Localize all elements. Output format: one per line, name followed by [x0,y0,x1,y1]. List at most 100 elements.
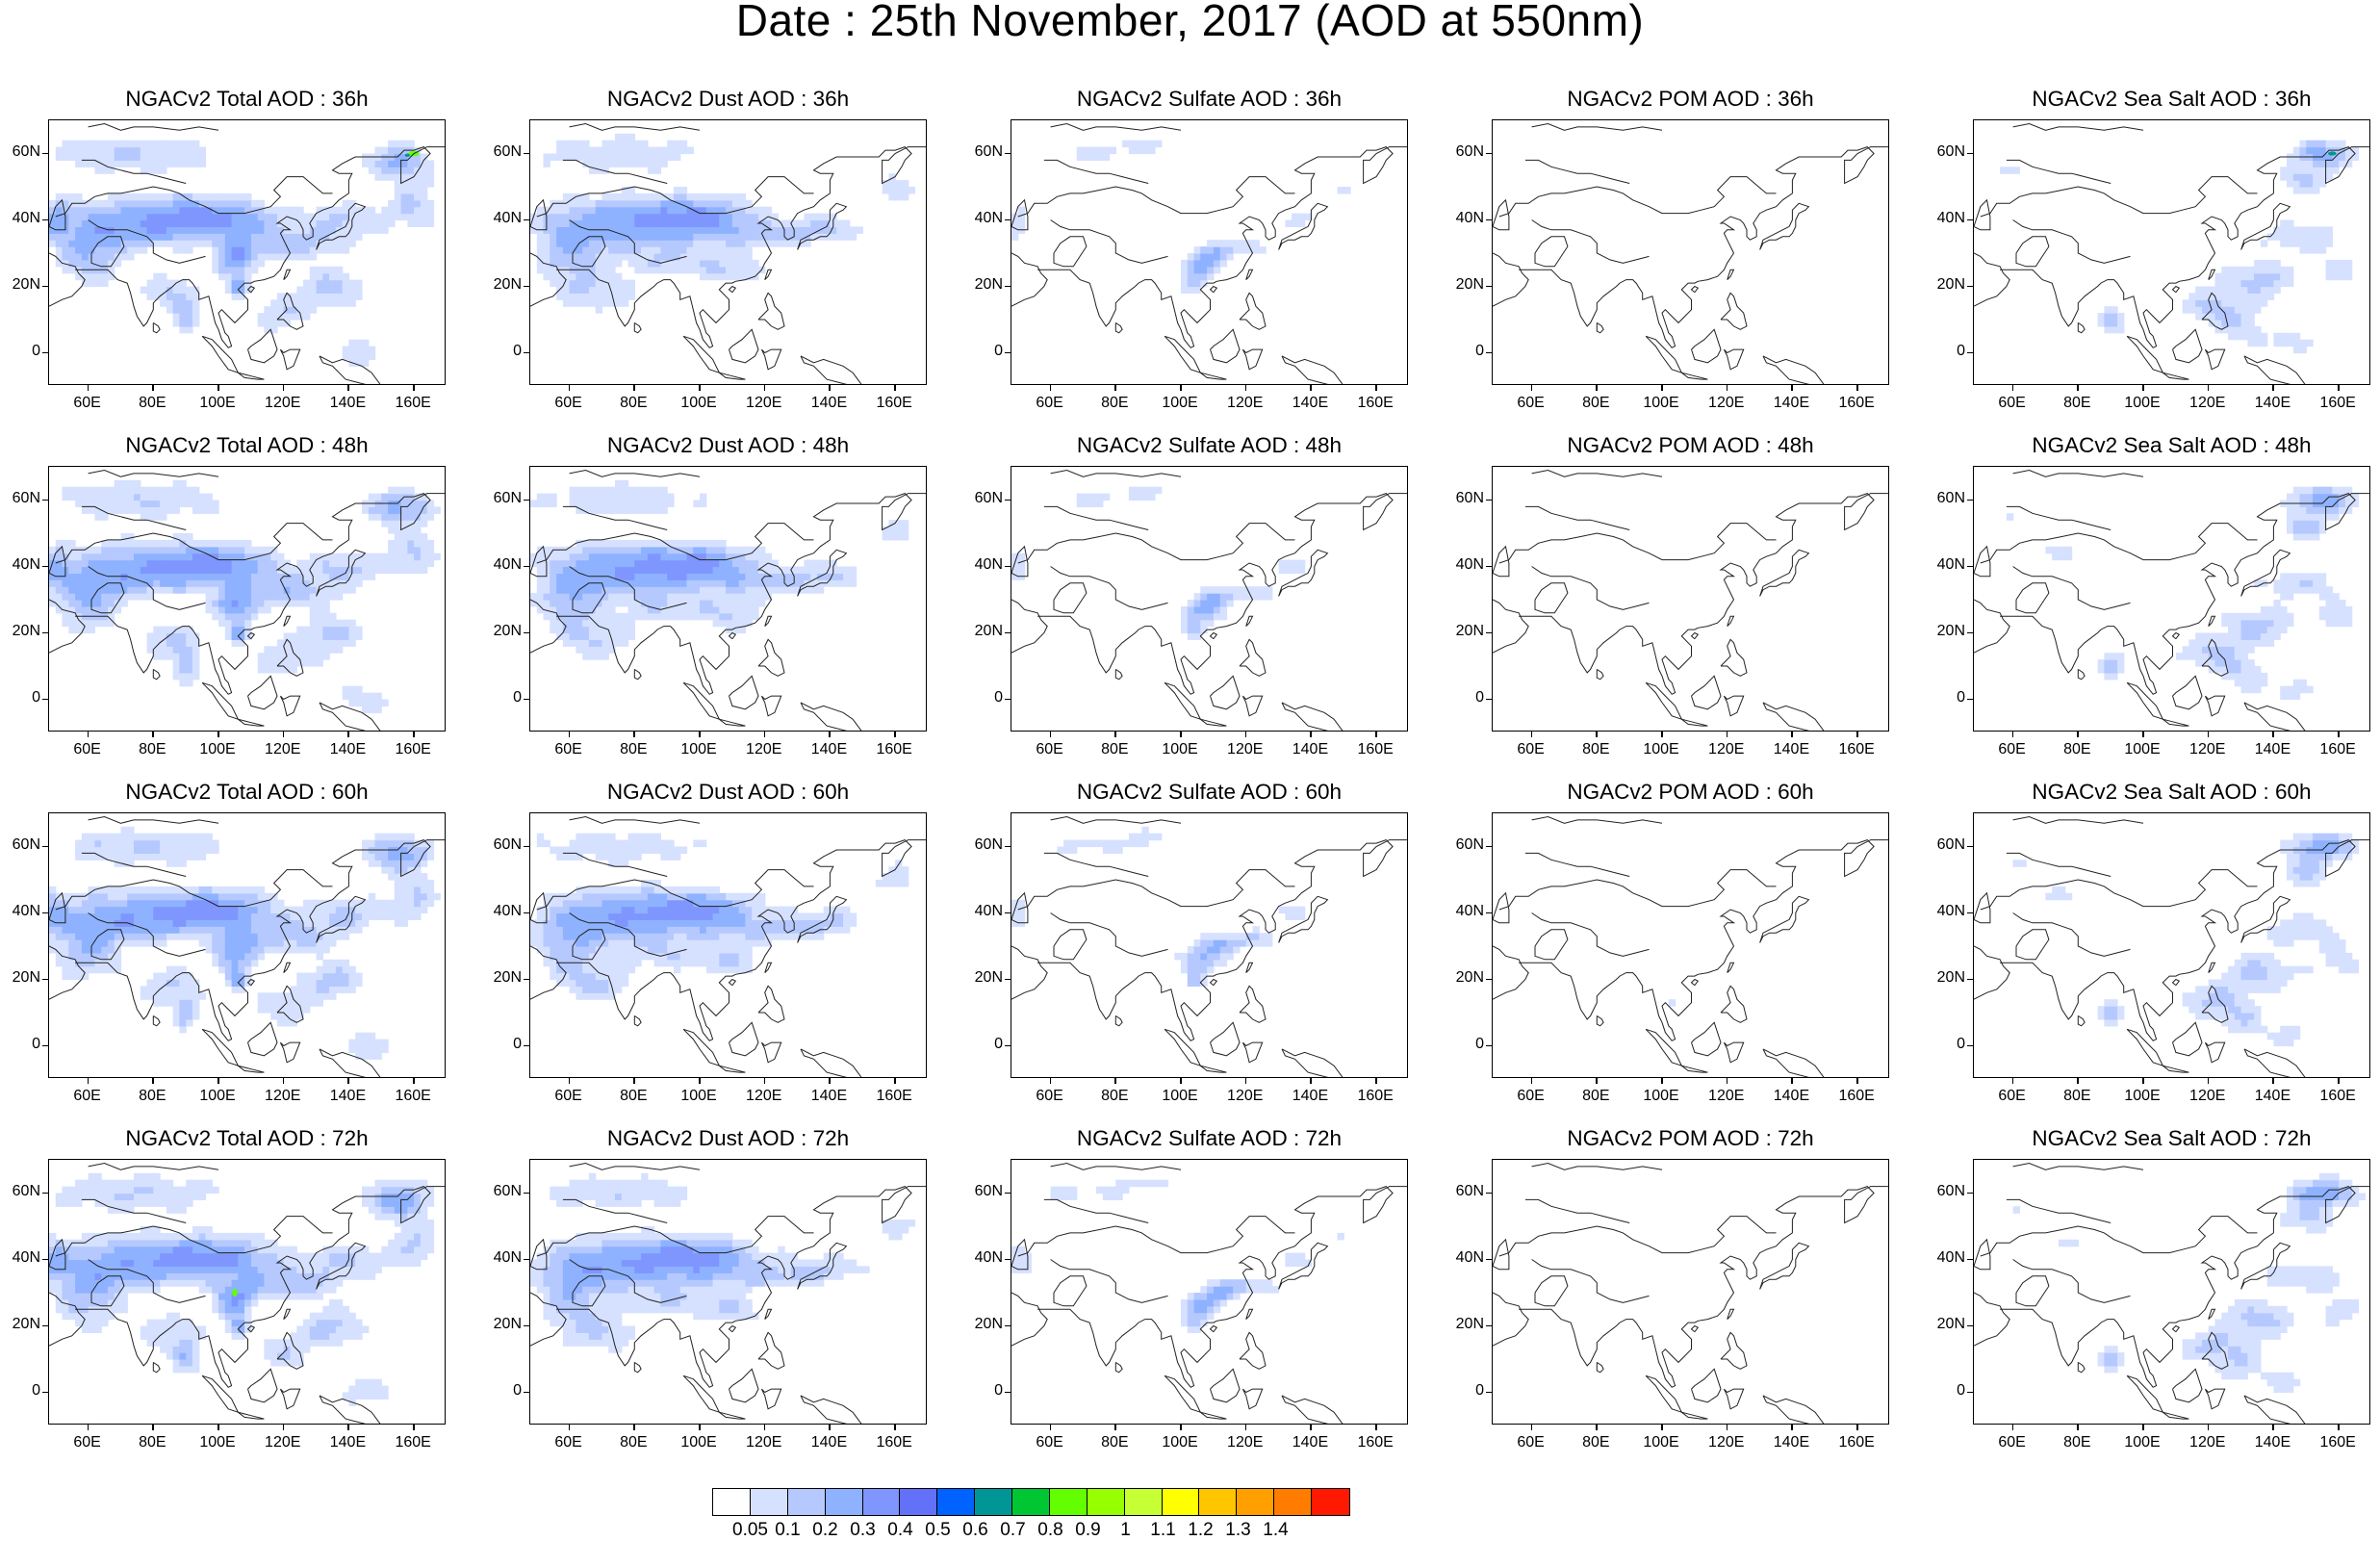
aod-cell [2300,340,2307,347]
aod-cell [550,913,556,921]
aod-cell [608,547,615,554]
aod-cell [602,160,609,167]
aod-cell [706,200,713,208]
aod-cell [687,260,694,268]
aod-cell [680,141,687,148]
aod-cell [199,193,206,201]
aod-cell [199,840,206,848]
aod-cell [582,273,589,281]
aod-cell [186,973,192,981]
aod-cell [2326,273,2333,281]
aod-cell [101,280,108,288]
aod-cell [608,501,615,508]
aod-cell [303,907,310,914]
aod-cell [94,246,101,254]
aod-cell [336,900,343,908]
aod-cell [258,593,265,601]
aod-cell [160,299,166,307]
aod-cell [2247,320,2254,327]
aod-cell [258,320,265,327]
aod-cell [82,926,89,934]
aod-cell [622,494,628,501]
aod-cell [719,273,726,281]
aod-cell [537,593,544,601]
aod-cell [173,207,180,215]
aod-cell [244,933,251,940]
aod-cell [160,939,166,947]
aod-cell [680,220,687,228]
aod-cell [63,233,69,241]
x-tick-label: 80E [139,741,166,758]
aod-cell [622,480,628,488]
aod-cell [1194,253,1201,261]
aod-cell [310,939,317,947]
aod-cell [75,253,82,261]
aod-cell [381,553,388,561]
aod-cell [192,233,199,241]
aod-cell [121,480,128,488]
aod-cell [1136,147,1142,155]
aod-cell [2280,613,2287,621]
aod-cell [654,220,661,228]
aod-cell [322,573,329,580]
aod-cell [563,593,570,601]
coastline [1246,616,1253,626]
aod-cell [589,253,596,261]
aod-cell [719,260,726,268]
aod-cell [173,886,180,894]
panel-title: NGACv2 POM AOD : 36h [1567,87,1813,112]
aod-cell [63,960,69,967]
aod-cell [258,893,265,901]
aod-cell [369,226,375,234]
aod-cell [336,214,343,221]
aod-cell [258,200,265,208]
aod-cell [94,220,101,228]
aod-cell [251,886,258,894]
aod-cell [2241,653,2248,660]
aod-cell [407,893,414,901]
aod-cell [115,560,121,568]
aod-cell [192,506,199,514]
coastline [1727,270,1734,279]
aod-cell [2326,167,2333,174]
aod-cell [232,907,239,914]
aod-cell [75,487,82,495]
aod-cell [173,840,180,848]
coastline [1054,237,1087,267]
aod-cell [706,246,713,254]
aod-cell [206,593,213,601]
aod-cell [570,147,576,155]
aod-cell [407,207,414,215]
aod-cell [310,273,317,281]
aod-cell [89,273,95,281]
aod-cell [212,606,218,614]
aod-cell [153,973,160,981]
aod-cell [277,946,284,954]
aod-cell [615,547,622,554]
aod-cell [778,586,784,594]
aod-cell [700,540,706,548]
aod-cell [589,200,596,208]
x-tick-label: 80E [139,395,166,412]
aod-cell [375,693,382,701]
aod-cell [850,226,857,234]
aod-cell [258,1006,265,1014]
coastline [1051,471,1181,477]
aod-cell [82,160,89,167]
aod-cell [719,246,726,254]
aod-cell [2098,659,2105,667]
aod-cell [556,579,563,587]
aod-cell [674,267,680,274]
aod-cell [680,606,687,614]
coastline [1242,696,1262,716]
aod-cell [212,613,218,621]
aod-cell [49,893,56,901]
aod-cell [147,840,154,848]
aod-cell [414,547,421,554]
aod-cell [713,220,720,228]
aod-cell [615,154,622,162]
aod-cell [284,207,291,215]
aod-cell [570,200,576,208]
aod-cell [75,953,82,961]
aod-cell [336,966,343,974]
